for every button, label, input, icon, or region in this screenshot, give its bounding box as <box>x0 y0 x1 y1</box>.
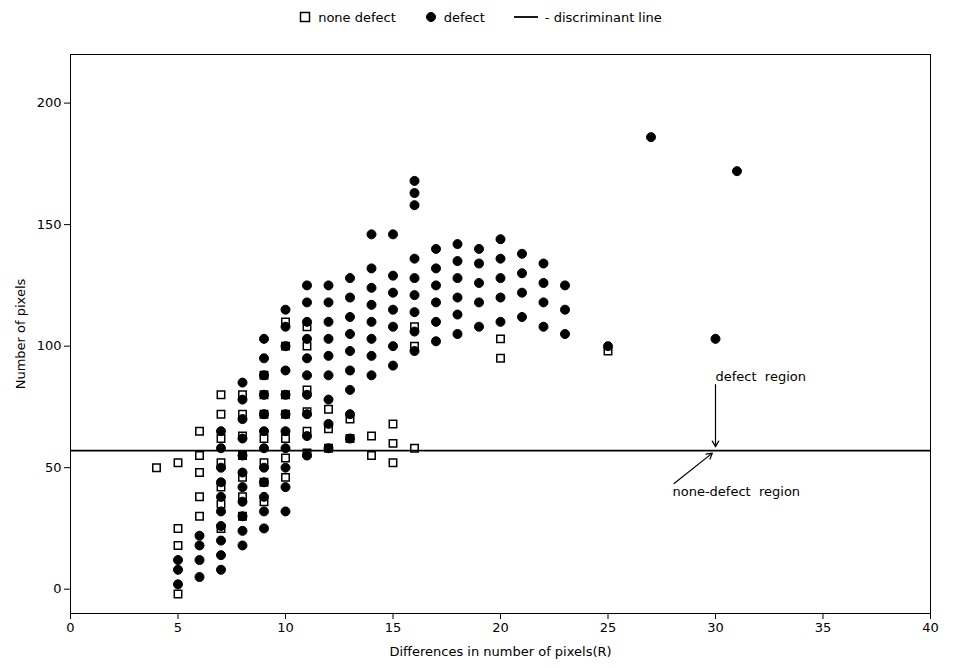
svg-text:0: 0 <box>53 581 61 596</box>
svg-text:10: 10 <box>277 620 294 635</box>
svg-text:5: 5 <box>174 620 182 635</box>
svg-text:30: 30 <box>707 620 724 635</box>
svg-text:0: 0 <box>66 620 74 635</box>
svg-text:50: 50 <box>45 460 62 475</box>
svg-text:35: 35 <box>815 620 832 635</box>
svg-text:Number of pixels: Number of pixels <box>13 278 28 389</box>
svg-text:defect region: defect region <box>716 369 806 384</box>
html-text:- discriminant line: - discriminant line <box>544 9 662 25</box>
svg-text:none-defect region: none-defect region <box>673 484 801 499</box>
html-text:defect: defect <box>443 9 485 25</box>
svg-text:15: 15 <box>385 620 402 635</box>
svg-text:150: 150 <box>37 217 62 232</box>
svg-text:200: 200 <box>37 95 62 110</box>
svg-text:40: 40 <box>922 620 939 635</box>
html-text:none defect: none defect <box>318 9 396 25</box>
svg-text:20: 20 <box>492 620 509 635</box>
svg-text:Differences in number of pixel: Differences in number of pixels(R) <box>389 644 611 659</box>
svg-text:25: 25 <box>600 620 617 635</box>
svg-text:100: 100 <box>37 338 62 353</box>
